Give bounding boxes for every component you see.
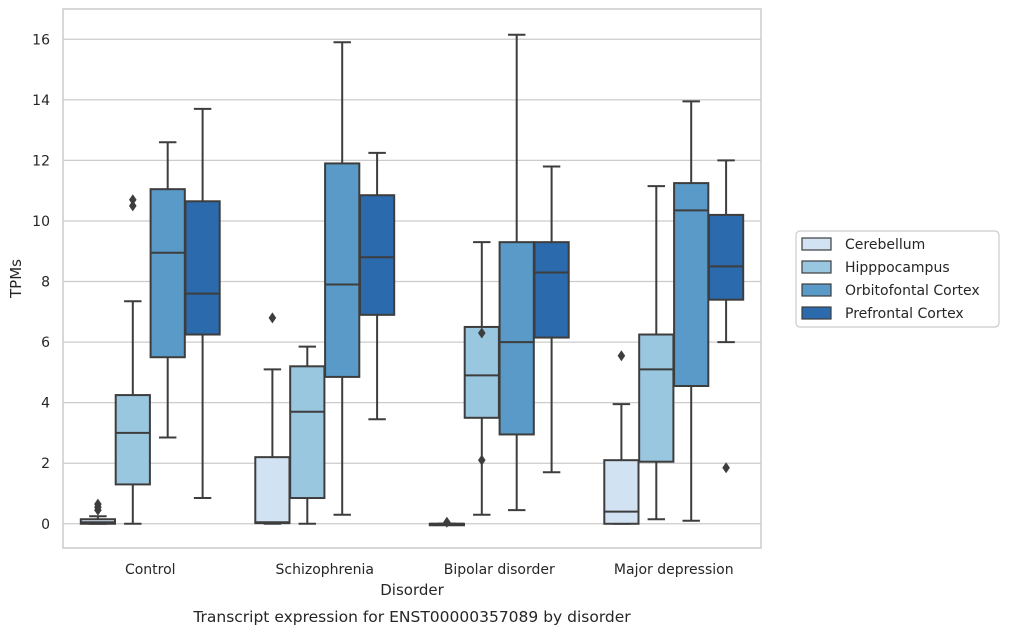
box-body <box>638 333 675 463</box>
y-tick-label: 16 <box>32 32 50 48</box>
box-3-0 <box>603 350 640 525</box>
outlier-point <box>478 454 486 466</box>
legend-label: Orbitofontal Cortex <box>845 283 980 299</box>
legend-label: Prefrontal Cortex <box>845 306 964 322</box>
box-3-1 <box>638 185 675 521</box>
legend-label: Cerebellum <box>845 237 925 253</box>
y-tick-labels: 0 2 4 6 8 10 12 14 16 <box>32 32 50 532</box>
legend-swatch <box>801 237 832 251</box>
box-3-3 <box>707 159 745 474</box>
box-body <box>358 194 396 316</box>
y-tick-label: 8 <box>41 275 50 291</box>
legend-swatch <box>801 260 832 274</box>
x-axis-label: Disorder <box>380 581 444 599</box>
box-2-3 <box>533 165 570 474</box>
y-tick-label: 10 <box>32 214 50 230</box>
outlier-point <box>94 498 102 510</box>
y-tick-label: 14 <box>32 93 50 109</box>
outlier-point <box>617 350 626 362</box>
outlier-point <box>268 312 277 324</box>
box-body <box>533 241 570 339</box>
y-tick-label: 12 <box>32 153 50 169</box>
box-body <box>149 188 186 359</box>
box-1-3 <box>358 151 396 421</box>
box-body <box>707 213 745 301</box>
box-2-1 <box>463 241 500 516</box>
box-3-2 <box>673 100 710 522</box>
box-body <box>498 241 535 436</box>
outlier-point <box>129 194 137 206</box>
x-tick-label: Major depression <box>614 562 734 578</box>
chart-caption: Transcript expression for ENST0000035708… <box>192 608 631 626</box>
box-1-2 <box>324 41 361 516</box>
box-body <box>603 459 640 525</box>
box-0-3 <box>184 107 221 500</box>
box-2-2 <box>498 33 535 512</box>
box-body <box>254 456 291 525</box>
box-body <box>673 182 710 387</box>
box-body <box>114 394 151 486</box>
x-tick-label: Bipolar disorder <box>444 562 555 578</box>
outlier-point <box>129 200 137 212</box>
plot-frame <box>62 8 762 549</box>
box-body <box>184 200 221 336</box>
box-2-0 <box>428 516 466 528</box>
y-tick-label: 2 <box>41 456 50 472</box>
y-tick-label: 0 <box>41 517 50 533</box>
box-0-1 <box>114 194 151 525</box>
legend-label: Hipppocampus <box>845 260 950 276</box>
box-0-0 <box>79 498 117 525</box>
box-1-1 <box>289 345 326 525</box>
legend-swatch <box>801 306 832 320</box>
x-tick-labels: Control Schizophrenia Bipolar disorder Majo… <box>125 562 734 578</box>
box-groups <box>79 33 745 528</box>
outlier-point <box>443 516 451 528</box>
box-body <box>289 365 326 500</box>
x-tick-label: Control <box>125 562 176 578</box>
x-tick-label: Schizophrenia <box>276 562 374 578</box>
box-0-2 <box>149 141 186 439</box>
legend-swatch <box>801 283 832 297</box>
outlier-point <box>722 462 730 474</box>
box-body <box>463 325 500 419</box>
legend: Cerebellum Hipppocampus Orbitofontal Corte… <box>795 230 1000 328</box>
box-body <box>324 162 361 378</box>
box-1-0 <box>254 312 291 525</box>
legend-frame <box>795 230 1000 328</box>
y-axis-label: TPMs <box>7 259 25 299</box>
y-tick-label: 4 <box>41 396 50 412</box>
y-tick-label: 6 <box>41 335 50 351</box>
outlier-point <box>478 327 486 339</box>
